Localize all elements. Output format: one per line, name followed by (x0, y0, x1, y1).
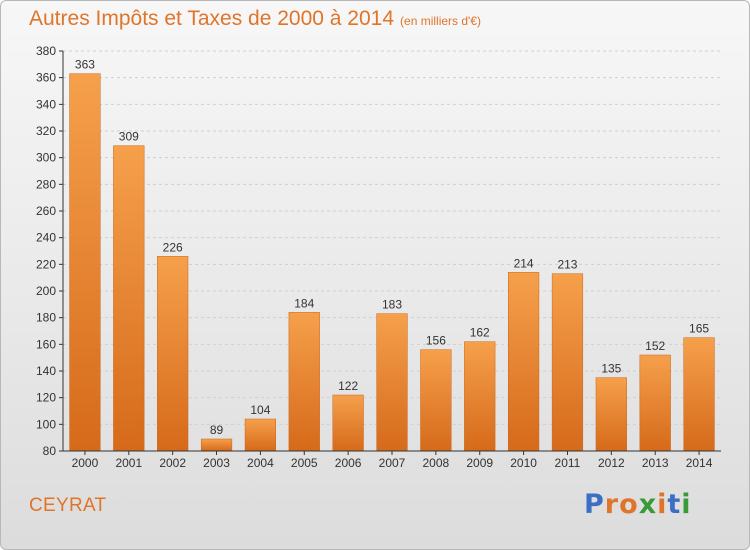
data-label-2013: 152 (645, 339, 665, 353)
x-tick-label-2002: 2002 (159, 456, 186, 470)
y-tick-label: 240 (36, 231, 56, 245)
y-tick-label: 140 (36, 364, 56, 378)
bar-2009 (464, 341, 496, 452)
bar-2005 (288, 312, 320, 452)
y-tick-label: 300 (36, 151, 56, 165)
chart-title: Autres Impôts et Taxes de 2000 à 2014 (en… (29, 7, 481, 31)
data-label-2005: 184 (294, 296, 314, 310)
bar-2002 (157, 256, 189, 452)
logo-letter: r (604, 489, 620, 520)
y-tick-label: 260 (36, 204, 56, 218)
y-tick-label: 220 (36, 257, 56, 271)
data-label-2006: 122 (338, 379, 358, 393)
logo-letter: P (584, 489, 605, 520)
y-tick-label: 360 (36, 71, 56, 85)
logo-letter: t (667, 489, 682, 520)
data-label-2002: 226 (163, 240, 183, 254)
chart-title-text: Autres Impôts et Taxes de 2000 à 2014 (29, 7, 395, 30)
y-tick-label: 340 (36, 97, 56, 111)
x-tick-label-2003: 2003 (203, 456, 230, 470)
x-tick-label-2010: 2010 (510, 456, 537, 470)
y-tick-label: 380 (36, 44, 56, 58)
bar-2006 (332, 394, 364, 452)
data-label-2014: 165 (689, 322, 709, 336)
y-tick-label: 180 (36, 311, 56, 325)
bars (69, 73, 715, 452)
bar-2001 (113, 145, 145, 452)
y-tick-label: 100 (36, 417, 56, 431)
x-tick-label-2006: 2006 (335, 456, 362, 470)
bar-2004 (244, 418, 277, 452)
x-tick-label-2001: 2001 (115, 456, 142, 470)
bar-2000 (69, 73, 101, 452)
x-tick-label-2007: 2007 (379, 456, 406, 470)
logo-letter: x (638, 489, 658, 520)
bar-2007 (376, 313, 408, 452)
chart-subtitle: (en milliers d'€) (400, 14, 482, 28)
proxiti-logo: Proxiti (584, 489, 692, 520)
logo-letter: i (681, 489, 692, 520)
data-label-2011: 213 (557, 258, 577, 272)
y-tick-label: 120 (36, 391, 56, 405)
bar-2008 (420, 349, 452, 452)
data-label-2001: 309 (119, 130, 139, 144)
data-label-2008: 156 (426, 334, 446, 348)
y-tick-label: 160 (36, 337, 56, 351)
logo-letter: o (619, 489, 639, 520)
y-tick-label: 320 (36, 124, 56, 138)
y-tick-label: 200 (36, 284, 56, 298)
x-tick-label-2004: 2004 (247, 456, 274, 470)
bar-2003 (200, 438, 233, 452)
y-tick-label: 280 (36, 177, 56, 191)
y-tick-label: 80 (43, 444, 57, 458)
data-label-2007: 183 (382, 298, 402, 312)
bar-2010 (507, 272, 540, 452)
data-label-2000: 363 (75, 58, 95, 72)
x-tick-label-2008: 2008 (423, 456, 450, 470)
data-label-2004: 104 (250, 403, 270, 417)
x-tick-label-2000: 2000 (72, 456, 99, 470)
data-label-2010: 214 (514, 256, 534, 270)
bar-2011 (551, 273, 584, 452)
data-label-2003: 89 (210, 423, 224, 437)
logo-letter: i (657, 489, 668, 520)
x-tick-label-2014: 2014 (686, 456, 713, 470)
x-tick-label-2011: 2011 (555, 456, 581, 470)
data-label-2012: 135 (601, 362, 621, 376)
labels: 80 100 120 140 160 180 200 220 240 260 280 300 320 34… (36, 44, 713, 470)
x-tick-label-2013: 2013 (642, 456, 669, 470)
x-tick-label-2012: 2012 (598, 456, 625, 470)
x-tick-label-2005: 2005 (291, 456, 318, 470)
axes (59, 50, 721, 455)
data-label-2009: 162 (470, 326, 490, 340)
x-tick-label-2009: 2009 (466, 456, 493, 470)
bar-2012 (595, 377, 627, 452)
bar-2013 (639, 354, 671, 452)
bar-2014 (683, 337, 715, 452)
city-name: CEYRAT (29, 495, 107, 516)
